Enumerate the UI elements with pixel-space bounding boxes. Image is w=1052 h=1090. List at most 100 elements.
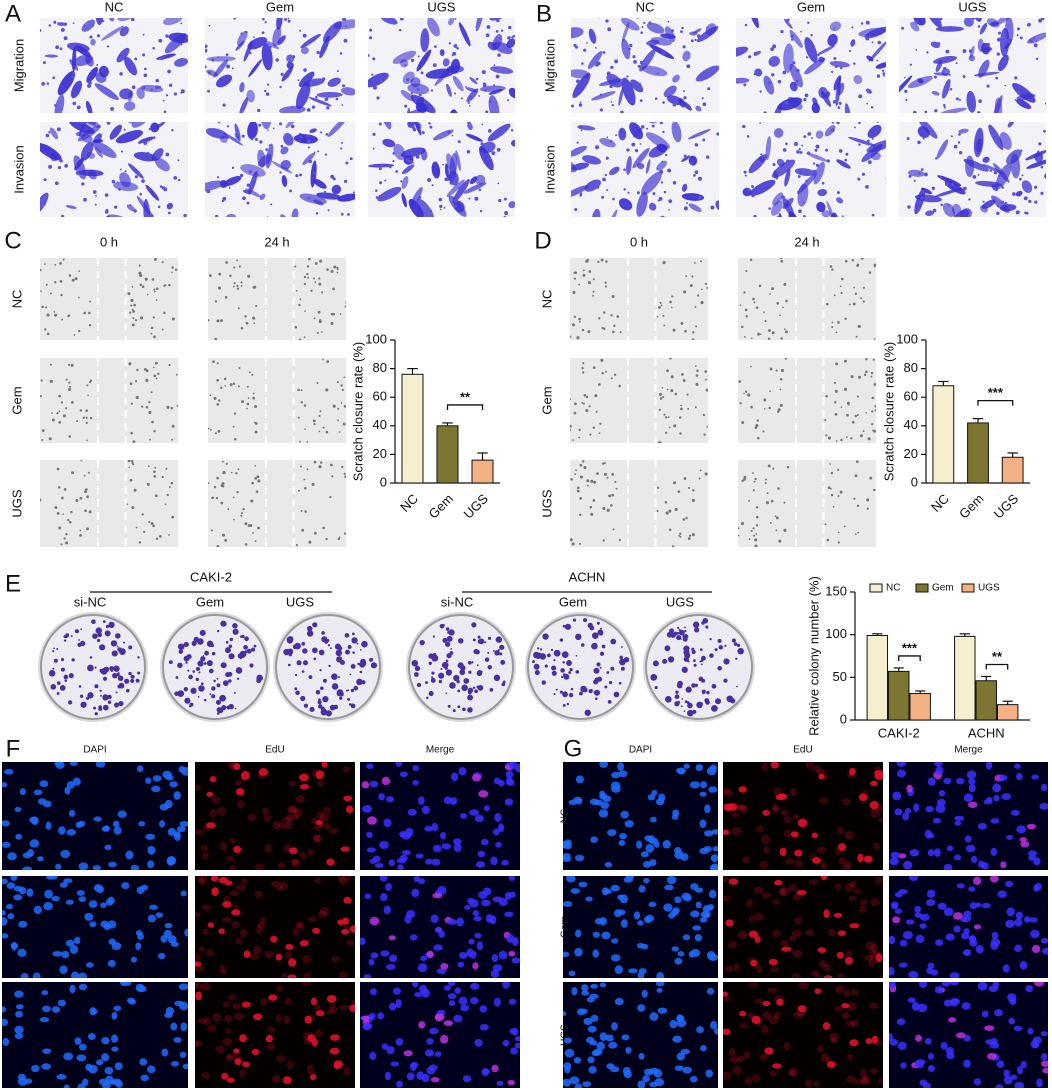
colony <box>339 696 343 700</box>
speck <box>95 194 97 197</box>
nucleus <box>55 762 65 769</box>
cell <box>216 403 220 406</box>
nucleus <box>209 775 217 783</box>
nucleus <box>473 915 482 922</box>
cell <box>754 544 758 547</box>
cell <box>53 310 56 313</box>
colony <box>351 632 355 636</box>
nucleus <box>708 786 718 793</box>
stain <box>119 88 133 100</box>
x-tick-label: CAKI-2 <box>878 725 920 740</box>
colony <box>676 700 681 704</box>
cell <box>326 360 330 363</box>
speck <box>680 30 683 34</box>
cell <box>225 462 228 465</box>
stain <box>257 149 266 168</box>
cell <box>578 320 581 323</box>
stain <box>489 18 506 21</box>
speck <box>486 25 491 29</box>
image <box>889 982 1048 1088</box>
colony <box>446 635 453 642</box>
stain <box>937 175 962 187</box>
nucleus <box>287 805 297 813</box>
stain <box>127 0 136 13</box>
nucleus <box>842 798 851 806</box>
nucleus <box>563 951 570 958</box>
cell <box>598 317 601 320</box>
cell <box>687 407 690 410</box>
speck <box>937 42 941 45</box>
colony <box>329 704 336 711</box>
stain <box>446 83 452 97</box>
cell <box>776 410 780 413</box>
nucleus <box>222 1037 233 1046</box>
cell <box>826 538 830 542</box>
nucleus <box>731 826 742 836</box>
cell <box>753 301 756 304</box>
speck <box>302 33 307 38</box>
speck <box>657 72 659 75</box>
colony <box>562 661 565 664</box>
speck <box>947 204 950 207</box>
error-bar <box>981 675 992 681</box>
cell <box>75 499 79 503</box>
nucleus <box>342 766 351 773</box>
cell <box>86 384 89 387</box>
colony <box>372 663 375 666</box>
cell <box>48 437 52 441</box>
speck <box>790 38 794 41</box>
cell <box>783 328 786 330</box>
cell <box>65 378 68 381</box>
nucleus <box>69 984 76 994</box>
nucleus <box>860 1076 870 1086</box>
cell <box>148 521 151 524</box>
nucleus <box>114 1062 123 1071</box>
speck <box>972 174 977 179</box>
nucleus <box>275 1014 283 1023</box>
speck <box>943 106 946 109</box>
speck <box>313 151 316 154</box>
stain <box>154 157 170 172</box>
nucleus <box>666 876 677 885</box>
nucleus <box>459 812 468 819</box>
colony <box>94 712 98 716</box>
speck <box>303 86 307 90</box>
nucleus <box>569 1076 580 1085</box>
cell <box>844 317 847 320</box>
nucleus <box>731 812 740 818</box>
cell <box>343 376 346 379</box>
nucleus <box>1014 763 1021 769</box>
nucleus <box>961 1002 971 1010</box>
cell <box>236 284 239 287</box>
nucleus <box>88 900 98 908</box>
bar <box>996 704 1019 721</box>
nucleus <box>412 780 420 786</box>
stain <box>508 201 515 209</box>
cell <box>155 299 158 302</box>
nucleus <box>834 883 842 890</box>
stain <box>475 174 486 185</box>
nucleus <box>702 905 710 913</box>
image-bg <box>723 762 883 870</box>
speck <box>1005 38 1010 43</box>
speck <box>287 19 291 23</box>
plate-rim <box>645 614 753 720</box>
colony <box>104 630 111 637</box>
nucleus <box>69 945 79 954</box>
nucleus <box>299 852 307 860</box>
speck <box>865 20 870 25</box>
speck <box>832 100 837 104</box>
nucleus <box>195 991 202 1001</box>
speck <box>245 30 248 34</box>
nucleus <box>988 985 998 993</box>
cell <box>233 412 237 415</box>
speck <box>481 123 484 126</box>
speck <box>395 170 399 173</box>
colony <box>596 621 600 625</box>
label: A <box>5 0 21 27</box>
nucleus <box>994 1009 1004 1017</box>
speck <box>805 179 809 183</box>
cell <box>824 418 827 422</box>
nucleus <box>343 1067 351 1076</box>
nucleus <box>323 806 331 814</box>
